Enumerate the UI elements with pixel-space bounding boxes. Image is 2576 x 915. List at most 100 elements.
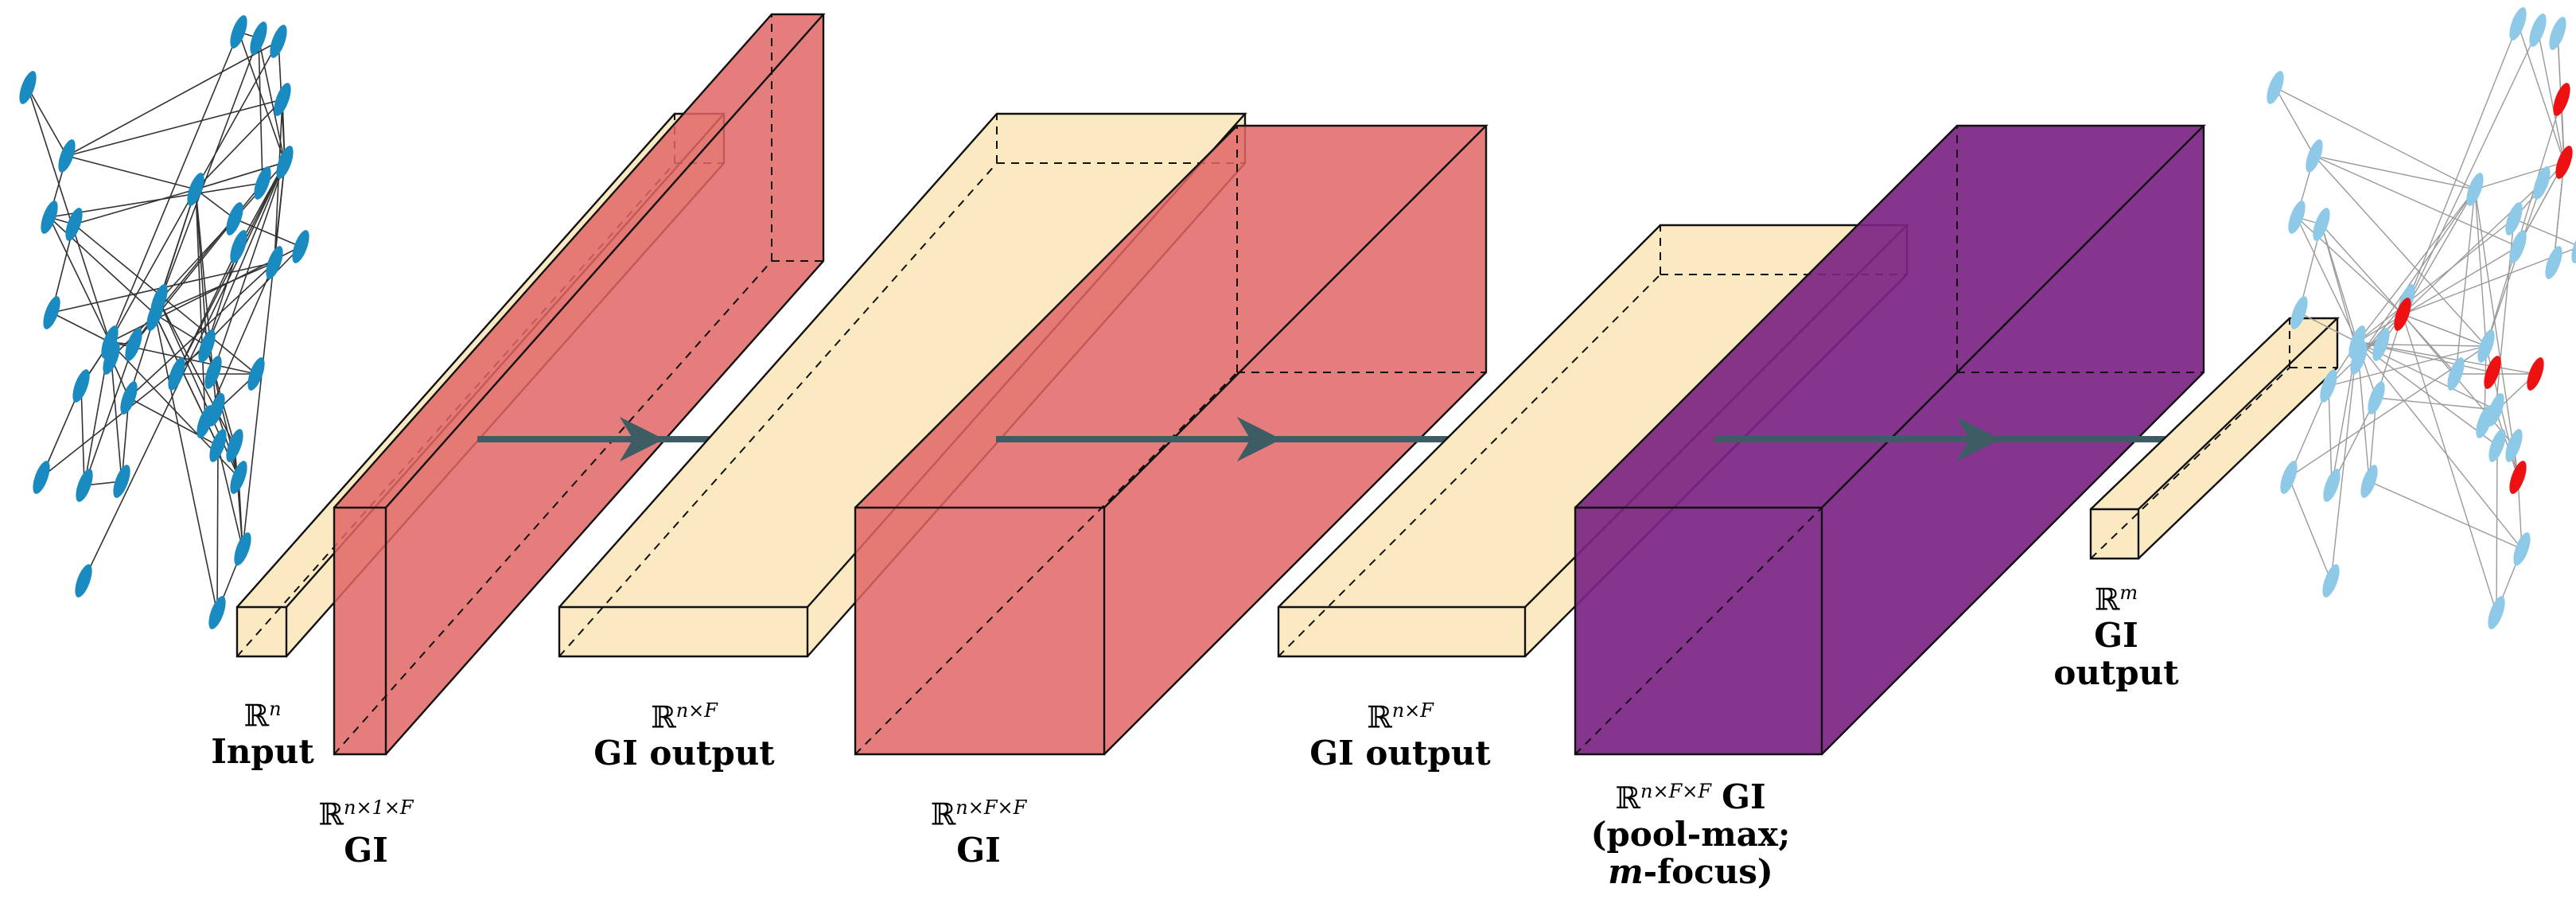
graph-node bbox=[2288, 201, 2306, 234]
graph-node bbox=[2545, 246, 2562, 279]
graph-node bbox=[2267, 71, 2284, 104]
graph-node bbox=[2477, 329, 2495, 363]
graph-node bbox=[2488, 596, 2505, 629]
graph-edge bbox=[2356, 341, 2523, 550]
gi-output-2-label: ℝn×F GI output bbox=[1309, 699, 1491, 773]
graph-node bbox=[230, 461, 247, 494]
graph-edge bbox=[2358, 189, 2476, 359]
graph-edge bbox=[66, 41, 279, 157]
graph-edge bbox=[2368, 481, 2523, 550]
graph-node bbox=[72, 369, 90, 403]
graph-edge bbox=[2474, 189, 2519, 478]
graph-edge bbox=[206, 162, 286, 347]
graph-node bbox=[2571, 230, 2576, 263]
graph-edge bbox=[2492, 372, 2519, 478]
graph-edge bbox=[216, 445, 219, 613]
graph-node bbox=[2529, 14, 2547, 47]
graph-node bbox=[43, 296, 60, 329]
graph-edge bbox=[216, 409, 239, 478]
graph-node bbox=[276, 146, 294, 179]
graph-edge bbox=[212, 162, 286, 373]
graph-node bbox=[250, 21, 267, 55]
graph-edge bbox=[73, 189, 197, 225]
graph-node bbox=[2505, 202, 2523, 236]
graph-edge bbox=[2321, 224, 2457, 375]
graph-node bbox=[270, 25, 287, 58]
graph-edge bbox=[80, 385, 85, 486]
graph-edge bbox=[2496, 445, 2498, 613]
graph-edge bbox=[2402, 23, 2519, 315]
graph-node bbox=[209, 429, 227, 462]
graph-edge bbox=[2474, 162, 2565, 190]
graph-edge bbox=[66, 155, 197, 190]
graph-edge bbox=[195, 189, 206, 422]
graph-edge bbox=[2288, 477, 2332, 582]
graph-edge bbox=[2274, 87, 2476, 190]
graph-edge bbox=[2380, 344, 2487, 347]
graph-edge bbox=[27, 87, 111, 343]
graph-node bbox=[2488, 429, 2506, 462]
graph-edge bbox=[2485, 182, 2543, 347]
graph-node bbox=[2323, 469, 2341, 502]
graph-edge bbox=[2330, 341, 2358, 582]
output-graph bbox=[2267, 7, 2576, 629]
graph-edge bbox=[109, 31, 239, 343]
graph-edge bbox=[2321, 224, 2360, 359]
graph-edge bbox=[217, 445, 243, 550]
graph-node bbox=[266, 246, 283, 279]
graph-node bbox=[197, 405, 214, 438]
graph-edge bbox=[234, 218, 302, 247]
graph-node bbox=[19, 71, 37, 104]
graph-node bbox=[2360, 465, 2378, 498]
graph-node bbox=[113, 465, 130, 498]
graph-edge bbox=[66, 99, 283, 157]
graph-edge bbox=[2474, 189, 2487, 347]
graph-edge bbox=[2402, 29, 2539, 315]
graph-edge bbox=[83, 162, 286, 582]
input-label: ℝn Input bbox=[211, 698, 314, 772]
graph-edge bbox=[2537, 29, 2565, 163]
graph-node bbox=[2313, 208, 2330, 241]
graph-edge bbox=[49, 182, 263, 218]
graph-node bbox=[2527, 357, 2544, 391]
graph-node bbox=[146, 298, 164, 331]
graph-node bbox=[204, 356, 222, 389]
graph-node bbox=[2290, 296, 2308, 329]
graph-edge bbox=[2402, 313, 2497, 613]
graph-node bbox=[187, 173, 204, 206]
graph-node bbox=[41, 201, 58, 234]
gi1-layer-box bbox=[333, 13, 826, 756]
graph-edge bbox=[2513, 218, 2576, 246]
graph-edge bbox=[154, 182, 263, 315]
graph-edge bbox=[154, 313, 208, 347]
graph-edge bbox=[2296, 216, 2358, 343]
graph-node bbox=[65, 208, 83, 241]
graph-edge bbox=[2313, 155, 2519, 247]
graph-node bbox=[2372, 328, 2390, 361]
graph-node bbox=[234, 532, 251, 566]
graph-edge bbox=[2313, 155, 2476, 190]
graph-edge bbox=[158, 218, 235, 302]
graph-edge bbox=[212, 372, 239, 478]
graph-edge bbox=[158, 300, 239, 478]
graph-edge bbox=[2274, 87, 2315, 157]
graph-edge bbox=[195, 162, 286, 190]
graph-node bbox=[2368, 381, 2385, 415]
graph-node bbox=[2509, 7, 2527, 41]
graph-edge bbox=[154, 37, 259, 315]
graph-node bbox=[120, 381, 138, 415]
graph-edge bbox=[2298, 312, 2358, 343]
graph-node bbox=[2509, 230, 2527, 263]
graph-edge bbox=[84, 344, 134, 486]
graph-node bbox=[2306, 139, 2323, 173]
gi1-label: ℝn×1×F GI bbox=[318, 796, 414, 870]
graph-node bbox=[2350, 341, 2368, 375]
graph-node bbox=[2476, 405, 2493, 438]
graph-edge bbox=[2517, 23, 2565, 163]
graph-node bbox=[75, 564, 92, 598]
graph-edge bbox=[2376, 397, 2496, 411]
graph-node bbox=[2280, 461, 2298, 494]
graph-node bbox=[2513, 532, 2531, 566]
graph-node bbox=[254, 166, 271, 200]
final-output-label: ℝm GI output bbox=[2053, 582, 2179, 693]
